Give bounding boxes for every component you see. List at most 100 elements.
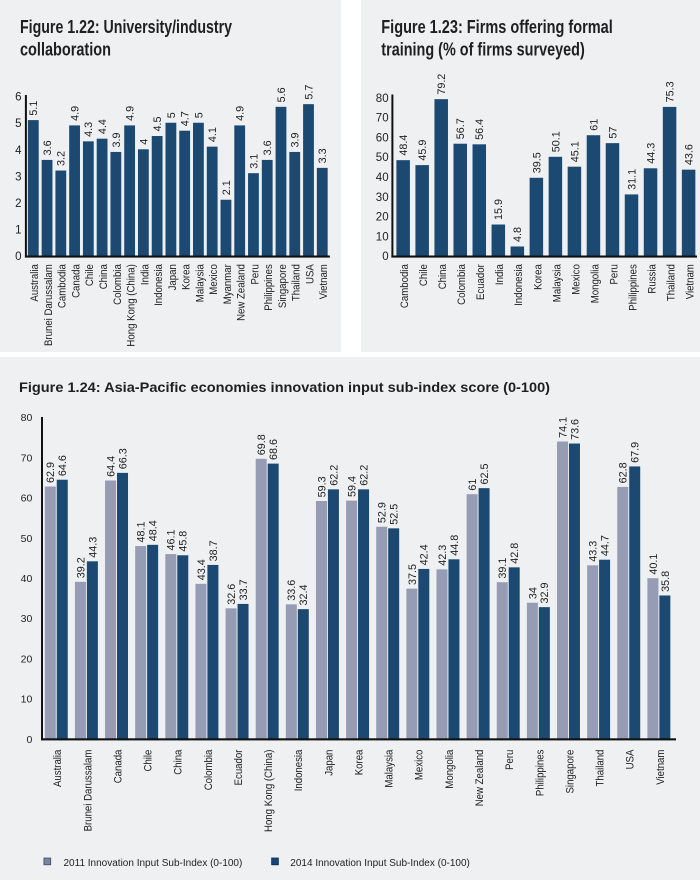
svg-text:79.2: 79.2 <box>436 74 448 95</box>
svg-text:5.6: 5.6 <box>276 87 288 102</box>
svg-text:Thailand: Thailand <box>595 750 607 787</box>
svg-text:0: 0 <box>382 251 388 263</box>
svg-text:44.3: 44.3 <box>87 537 99 558</box>
svg-text:Hong Kong (China): Hong Kong (China) <box>263 750 275 832</box>
svg-text:60: 60 <box>21 493 33 505</box>
svg-text:Australia: Australia <box>29 263 41 301</box>
svg-text:5: 5 <box>15 118 21 130</box>
svg-text:China: China <box>98 263 110 289</box>
svg-text:Canada: Canada <box>70 263 82 297</box>
svg-text:38.7: 38.7 <box>208 540 220 561</box>
svg-text:Vietnam: Vietnam <box>318 264 330 299</box>
svg-text:80: 80 <box>376 93 389 105</box>
svg-text:Vietnam: Vietnam <box>655 750 667 785</box>
svg-text:31.1: 31.1 <box>626 169 638 190</box>
svg-text:Thailand: Thailand <box>291 264 303 301</box>
svg-text:Indonesia: Indonesia <box>513 263 525 305</box>
svg-text:46.1: 46.1 <box>166 529 178 550</box>
svg-text:Brunei Darussalam: Brunei Darussalam <box>82 750 94 832</box>
svg-text:20: 20 <box>376 212 389 224</box>
svg-text:56.7: 56.7 <box>455 118 467 139</box>
svg-text:43.3: 43.3 <box>588 541 600 562</box>
svg-text:Myanmar: Myanmar <box>222 264 234 304</box>
svg-text:34: 34 <box>527 587 539 599</box>
svg-text:70: 70 <box>376 113 389 125</box>
svg-text:10: 10 <box>376 231 389 243</box>
svg-text:1: 1 <box>15 224 21 236</box>
svg-text:62.5: 62.5 <box>479 464 491 485</box>
svg-text:42.3: 42.3 <box>437 545 449 566</box>
svg-text:73.6: 73.6 <box>569 419 581 440</box>
svg-text:Colombia: Colombia <box>112 263 124 304</box>
svg-text:62.2: 62.2 <box>328 465 340 486</box>
svg-text:20: 20 <box>21 653 33 665</box>
svg-text:33.6: 33.6 <box>286 580 298 601</box>
svg-text:Figure 1.24: Asia-Pacific econ: Figure 1.24: Asia-Pacific economies inno… <box>19 379 550 395</box>
svg-text:0: 0 <box>15 251 21 263</box>
svg-text:Philippines: Philippines <box>534 749 546 796</box>
svg-text:39.5: 39.5 <box>531 152 543 173</box>
svg-text:43.6: 43.6 <box>684 144 696 165</box>
svg-text:44.3: 44.3 <box>645 143 657 164</box>
svg-text:4.5: 4.5 <box>152 117 164 132</box>
svg-text:61: 61 <box>588 119 600 131</box>
svg-text:Ecuador: Ecuador <box>233 749 245 785</box>
svg-text:Vietnam: Vietnam <box>685 264 697 299</box>
svg-text:30: 30 <box>21 613 33 625</box>
svg-text:42.8: 42.8 <box>509 543 521 564</box>
svg-text:32.6: 32.6 <box>226 584 238 605</box>
svg-text:50: 50 <box>21 533 33 545</box>
svg-text:3.1: 3.1 <box>248 154 260 169</box>
svg-text:15.9: 15.9 <box>493 199 505 220</box>
svg-text:3.9: 3.9 <box>111 132 123 147</box>
svg-text:China: China <box>437 263 449 289</box>
svg-text:China: China <box>173 749 185 775</box>
svg-text:Australia: Australia <box>52 749 64 787</box>
svg-text:Figure 1.22: University/indust: Figure 1.22: University/industry <box>20 17 232 37</box>
svg-text:4.1: 4.1 <box>207 127 219 142</box>
svg-text:39.2: 39.2 <box>75 557 87 578</box>
svg-text:56.4: 56.4 <box>474 119 486 140</box>
svg-text:4: 4 <box>15 145 22 157</box>
svg-text:USA: USA <box>625 749 637 769</box>
svg-text:India: India <box>494 263 506 285</box>
svg-text:59.4: 59.4 <box>347 476 359 497</box>
svg-text:Chile: Chile <box>143 750 155 772</box>
svg-text:52.5: 52.5 <box>389 504 401 525</box>
svg-text:Philippines: Philippines <box>627 264 639 311</box>
svg-text:Malaysia: Malaysia <box>384 749 396 788</box>
svg-text:Cambodia: Cambodia <box>57 263 69 308</box>
svg-text:5.1: 5.1 <box>28 101 40 116</box>
svg-text:43.4: 43.4 <box>196 559 208 580</box>
svg-text:Chile: Chile <box>418 264 430 286</box>
svg-text:Russia: Russia <box>646 263 658 293</box>
svg-text:5: 5 <box>193 112 205 118</box>
svg-text:42.4: 42.4 <box>419 544 431 565</box>
svg-text:4.9: 4.9 <box>69 106 81 121</box>
svg-text:70: 70 <box>21 452 33 464</box>
svg-text:Malaysia: Malaysia <box>551 263 563 302</box>
svg-text:Singapore: Singapore <box>277 264 289 308</box>
svg-text:64.6: 64.6 <box>57 455 69 476</box>
svg-text:Colombia: Colombia <box>456 263 468 304</box>
svg-text:Philippines: Philippines <box>263 264 275 311</box>
svg-text:40: 40 <box>376 172 389 184</box>
svg-text:training (% of firms surveyed): training (% of firms surveyed) <box>381 40 585 60</box>
svg-text:50: 50 <box>376 152 389 164</box>
svg-text:USA: USA <box>304 264 316 284</box>
svg-text:48.4: 48.4 <box>398 135 410 156</box>
svg-text:2: 2 <box>15 198 21 210</box>
svg-text:Chile: Chile <box>84 264 96 286</box>
svg-text:Indonesia: Indonesia <box>153 263 165 305</box>
svg-text:32.4: 32.4 <box>298 585 310 606</box>
svg-text:4.4: 4.4 <box>97 119 109 134</box>
svg-text:64.4: 64.4 <box>105 456 117 477</box>
svg-text:57: 57 <box>607 127 619 139</box>
svg-text:Malaysia: Malaysia <box>194 263 206 302</box>
svg-text:2014 Innovation Input Sub-Inde: 2014 Innovation Input Sub-Index (0-100) <box>290 858 470 869</box>
svg-text:New Zealand: New Zealand <box>236 264 248 321</box>
svg-text:Cambodia: Cambodia <box>399 263 411 308</box>
svg-text:10: 10 <box>21 694 33 706</box>
svg-text:2011 Innovation Input Sub-Inde: 2011 Innovation Input Sub-Index (0-100) <box>64 858 243 869</box>
svg-text:Korea: Korea <box>532 263 544 289</box>
